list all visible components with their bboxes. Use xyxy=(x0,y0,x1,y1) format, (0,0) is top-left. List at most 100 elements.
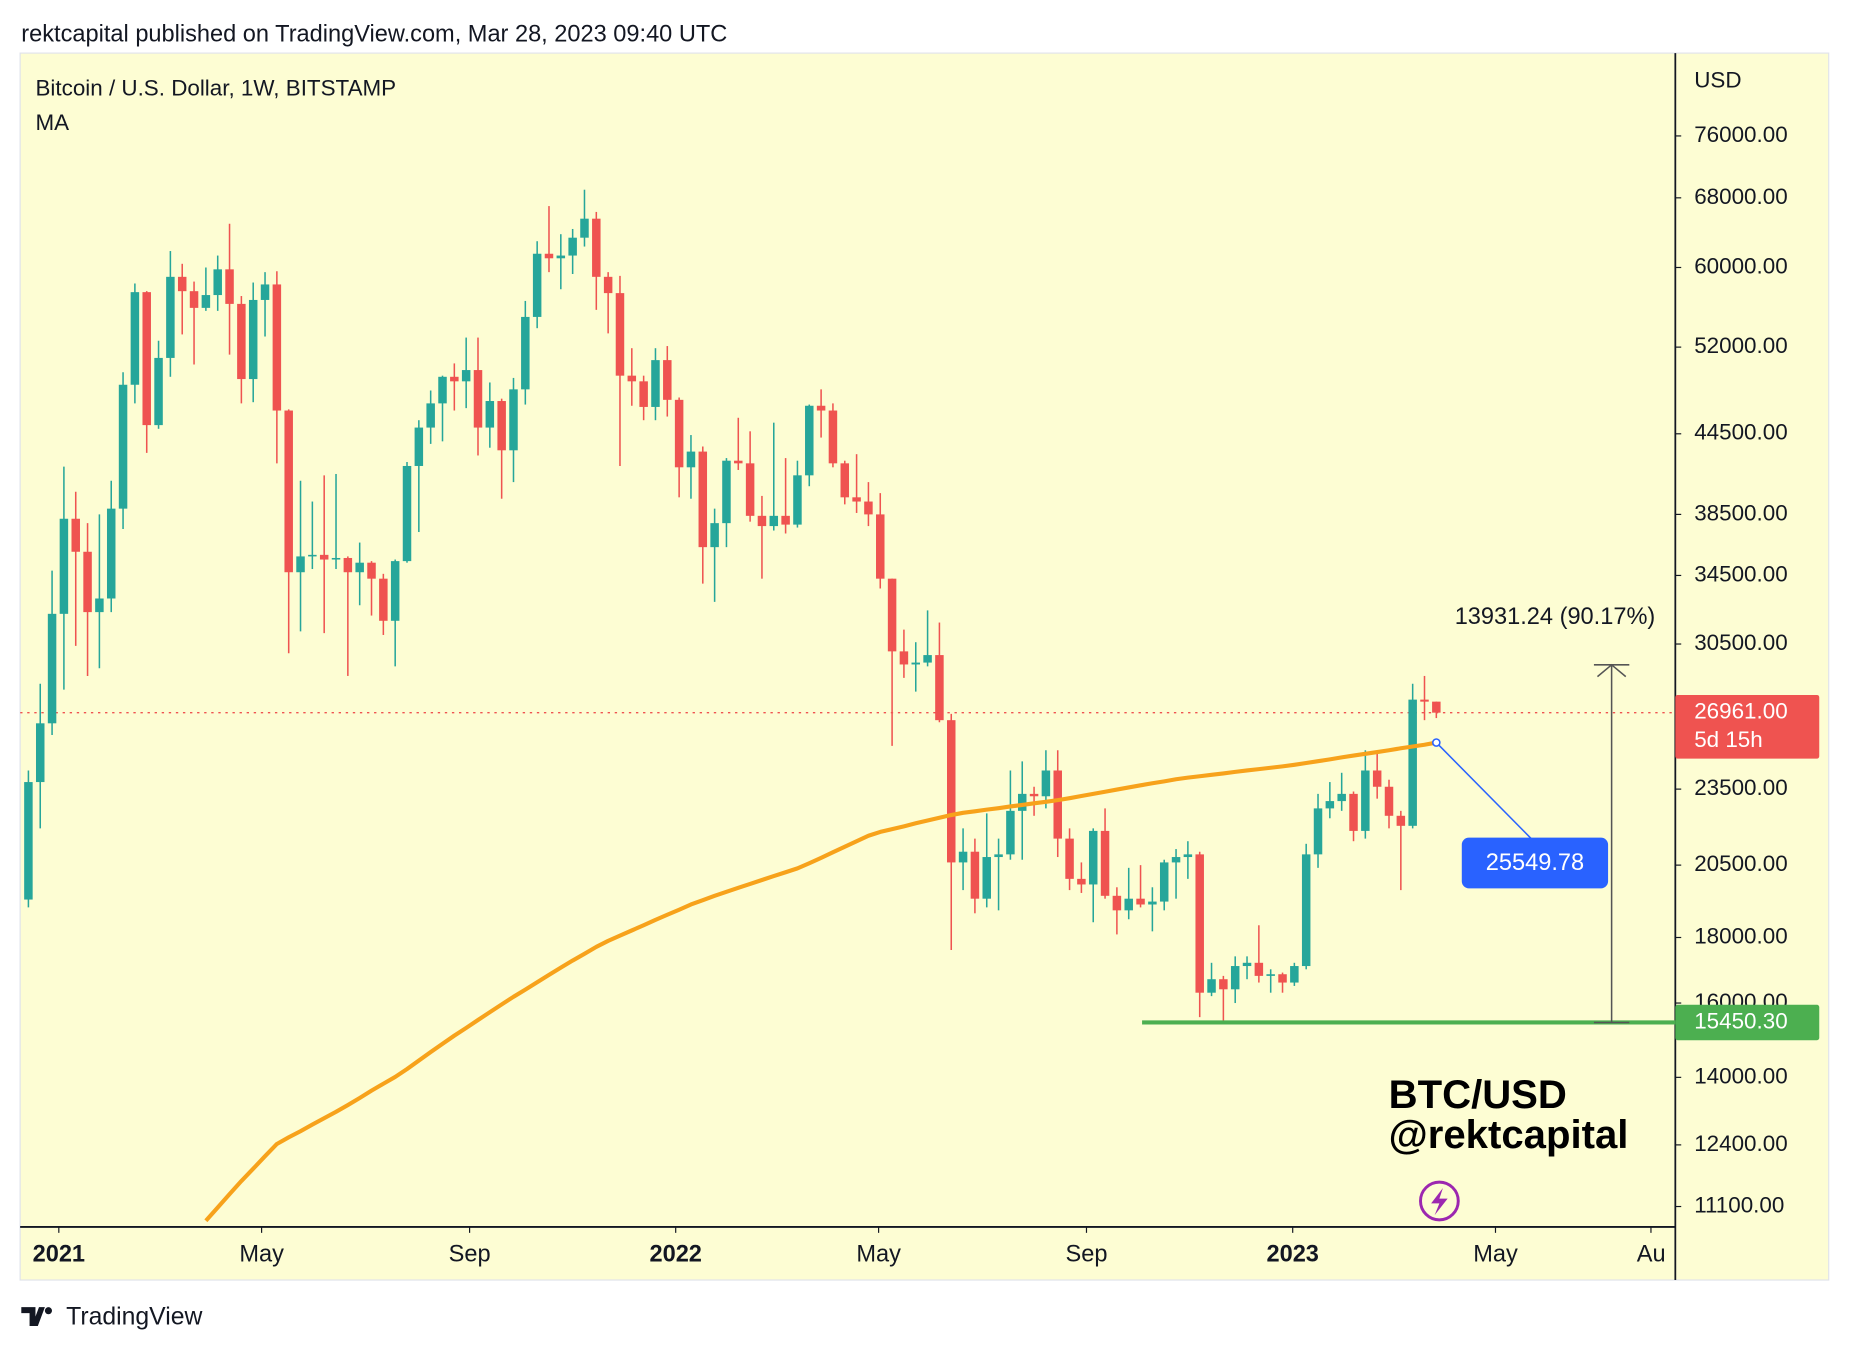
ma-label-box xyxy=(1461,837,1609,889)
candle-body xyxy=(213,269,222,296)
y-tick-label: 18000.00 xyxy=(1694,923,1787,948)
candle-body xyxy=(1230,966,1240,990)
candle-body xyxy=(1159,862,1169,902)
candle-body xyxy=(95,598,104,613)
candle-body xyxy=(639,381,648,407)
x-tick-label: 2021 xyxy=(33,1240,85,1266)
support-box xyxy=(1675,1004,1820,1041)
candle-body xyxy=(544,253,554,259)
candle-body xyxy=(828,410,838,464)
candle-body xyxy=(343,557,353,573)
y-tick-label: 11100.00 xyxy=(1694,1192,1784,1217)
candle-body xyxy=(166,276,175,358)
candle-body xyxy=(461,370,471,382)
x-tick-label: 2023 xyxy=(1266,1240,1318,1266)
candle-body xyxy=(1337,793,1346,802)
candle-body xyxy=(296,556,305,573)
candle-body xyxy=(698,451,708,548)
last-price-label: 26961.00 xyxy=(1694,699,1787,724)
y-tick-label: 20500.00 xyxy=(1694,851,1787,876)
candle-body xyxy=(1278,974,1287,983)
y-tick-label: 68000.00 xyxy=(1694,184,1787,209)
measure-arrowhead xyxy=(1596,663,1627,678)
candle-body xyxy=(769,515,779,527)
candle-body xyxy=(935,655,944,721)
candle-body xyxy=(734,460,743,464)
support-label: 15450.30 xyxy=(1694,1008,1787,1033)
ma-end-point xyxy=(1432,738,1441,747)
candle-body xyxy=(308,554,317,557)
y-tick-label: 12400.00 xyxy=(1694,1131,1787,1156)
candle-body xyxy=(864,501,873,515)
x-tick-label: May xyxy=(1473,1240,1518,1266)
candle-body xyxy=(379,578,388,621)
y-tick-label: 60000.00 xyxy=(1694,253,1787,278)
footer-brand: TradingView xyxy=(66,1303,202,1330)
tradingview-logo xyxy=(21,1307,52,1327)
candle-body xyxy=(106,508,116,599)
candle-body xyxy=(627,375,637,382)
candle-body xyxy=(71,518,80,552)
candle-body xyxy=(686,451,696,468)
publish-header: rektcapital published on TradingView.com… xyxy=(21,21,727,47)
candle-body xyxy=(994,854,1003,858)
ma-legend: MA xyxy=(35,110,69,135)
candle-body xyxy=(521,316,530,390)
candle-body xyxy=(118,384,128,509)
candle-body xyxy=(970,851,980,899)
candle-body xyxy=(402,465,412,562)
candle-body xyxy=(816,405,826,411)
currency-label: USD xyxy=(1694,67,1741,92)
candle-body xyxy=(1029,793,1039,797)
lightning-icon xyxy=(1419,1180,1460,1222)
candle-body xyxy=(1041,770,1051,797)
x-tick-label: May xyxy=(239,1240,284,1266)
candle-body xyxy=(556,255,566,259)
candle-body xyxy=(1325,801,1335,809)
candle-body xyxy=(781,515,790,525)
candle-body xyxy=(840,463,850,498)
candle-body xyxy=(722,460,731,524)
candle-body xyxy=(580,218,589,238)
y-tick-label: 38500.00 xyxy=(1694,500,1787,525)
candle-body xyxy=(651,360,660,407)
candle-body xyxy=(24,782,33,900)
x-tick-label: Sep xyxy=(449,1240,491,1266)
candle-body xyxy=(189,291,199,308)
y-tick-label: 30500.00 xyxy=(1694,630,1787,655)
candle-body xyxy=(1396,815,1406,826)
candle-body xyxy=(1384,786,1394,816)
candle-body xyxy=(438,376,447,404)
candle-body xyxy=(982,857,991,899)
candle-body xyxy=(1017,793,1027,811)
candle-body xyxy=(248,299,258,380)
candle-body xyxy=(568,237,577,256)
x-tick-label: May xyxy=(856,1240,901,1266)
candle-body xyxy=(1053,770,1062,839)
candle-body xyxy=(1301,854,1311,967)
candle-body xyxy=(201,295,211,308)
candle-body xyxy=(154,357,163,426)
candle-body xyxy=(1088,830,1098,885)
candle-body xyxy=(745,463,755,516)
candle-body xyxy=(1124,898,1133,911)
candle-body xyxy=(367,562,376,579)
symbol-legend: Bitcoin / U.S. Dollar, 1W, BITSTAMP xyxy=(35,76,396,101)
candle-body xyxy=(260,284,270,300)
ma-label-connector xyxy=(1435,742,1532,840)
candle-body xyxy=(1432,701,1441,713)
y-tick-label: 76000.00 xyxy=(1694,122,1787,147)
candle-body xyxy=(793,475,802,525)
candle-body xyxy=(509,389,518,451)
candle-body xyxy=(272,284,282,411)
watermark: @rektcapital xyxy=(1389,1113,1629,1157)
candle-body xyxy=(1290,966,1299,983)
chart-background xyxy=(19,52,1830,1281)
candle-body xyxy=(663,360,672,400)
candle-body xyxy=(237,303,246,380)
candle-body xyxy=(83,551,92,613)
candle-body xyxy=(532,253,542,317)
candle-body xyxy=(674,399,684,468)
candle-body xyxy=(1408,699,1417,826)
